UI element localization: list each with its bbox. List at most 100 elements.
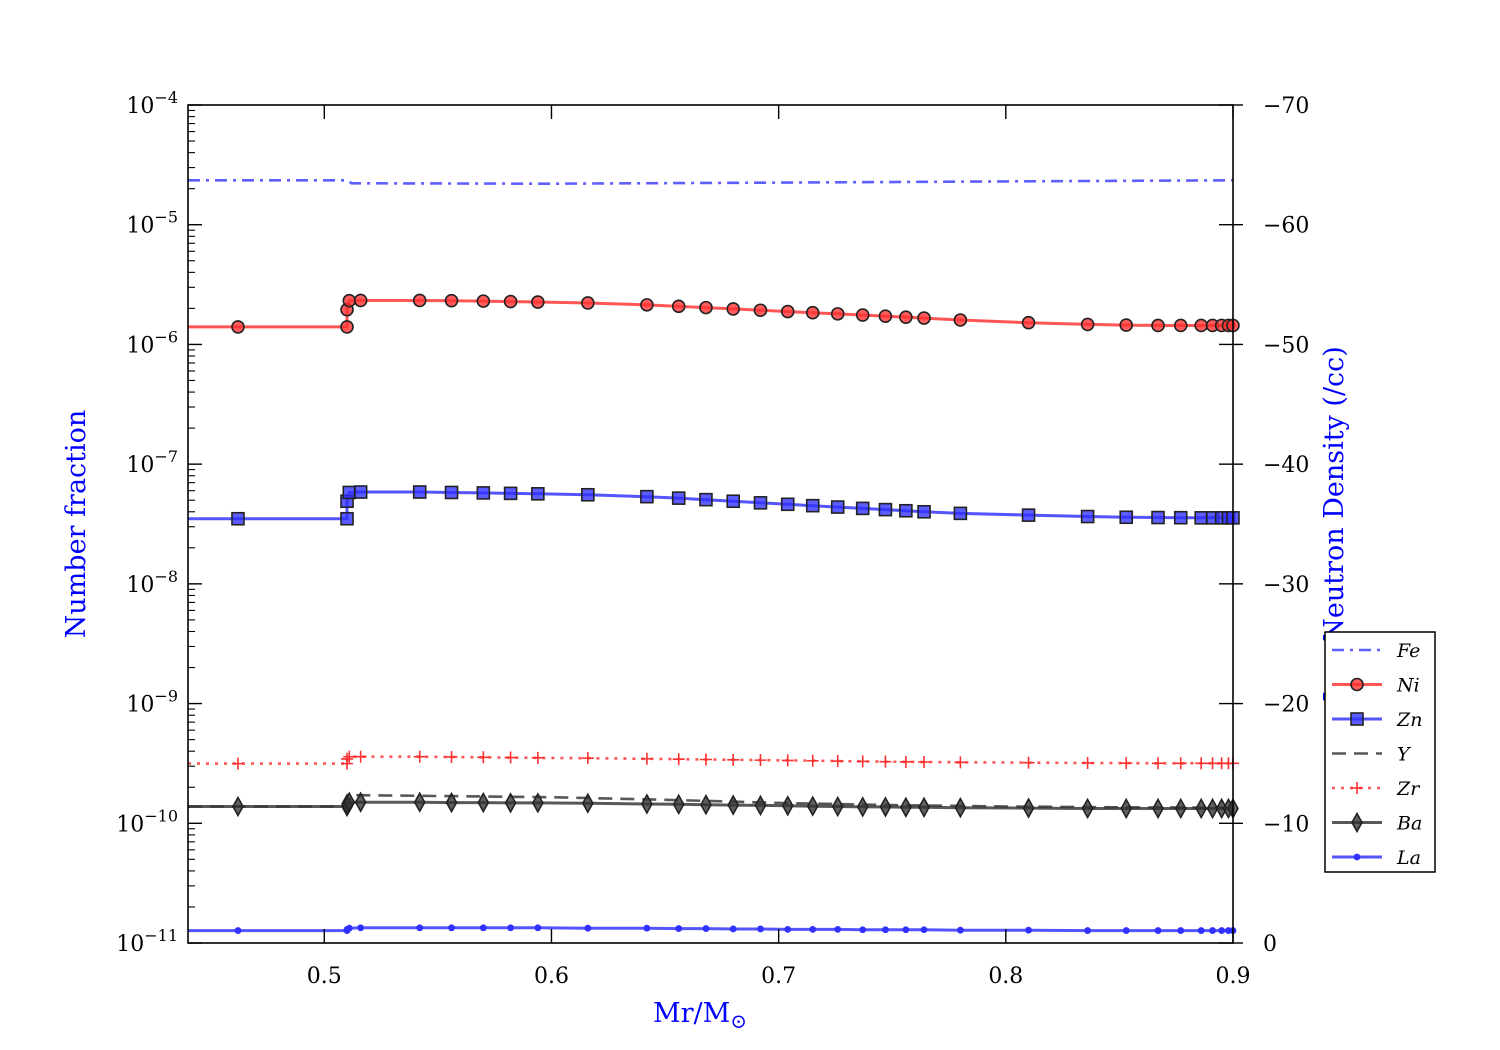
data-point-zn <box>805 498 820 513</box>
legend-label-zr: Zr <box>1396 778 1421 800</box>
data-point-ba <box>954 797 967 819</box>
data-point-zr <box>1174 757 1187 770</box>
data-point-zn <box>780 497 795 512</box>
data-point-zr <box>341 752 354 765</box>
y-left-tick-label: 10−10 <box>116 806 178 837</box>
series-fe <box>188 179 1234 186</box>
data-point-la <box>345 924 353 932</box>
y-right-tick-label: −50 <box>1263 333 1309 358</box>
data-point-zr <box>856 755 869 768</box>
data-point-legend-zr <box>1351 782 1363 794</box>
data-point-zr <box>1022 756 1035 769</box>
data-point-ni <box>1119 318 1134 332</box>
data-point-ba <box>1022 797 1035 819</box>
data-point-ni <box>640 298 654 312</box>
legend-label-zn: Zn <box>1396 709 1422 731</box>
data-point-la <box>1177 927 1185 934</box>
data-point-ba <box>781 795 794 817</box>
data-point-zn <box>899 503 913 518</box>
data-point-ni <box>671 299 686 314</box>
data-point-zn <box>878 502 893 517</box>
data-point-ba <box>1174 797 1187 820</box>
data-point-zn <box>830 500 845 514</box>
series-layer <box>188 179 1240 934</box>
x-tick-label: 0.9 <box>1216 964 1251 989</box>
data-point-la <box>1025 926 1032 934</box>
data-point-ni <box>503 294 518 309</box>
data-point-ba <box>899 796 912 818</box>
data-point-zr <box>1120 757 1133 770</box>
data-point-zr <box>831 755 844 768</box>
data-point-ni <box>855 308 870 322</box>
data-point-zr <box>413 750 426 763</box>
data-point-ni <box>231 320 245 334</box>
data-point-ba <box>504 792 517 814</box>
data-point-ba <box>445 791 458 814</box>
data-point-ni <box>581 296 595 310</box>
data-point-zn <box>1119 510 1134 525</box>
data-point-zn <box>953 506 968 521</box>
data-point-ni <box>953 313 968 327</box>
series-la <box>188 924 1237 934</box>
data-point-zn <box>671 491 686 505</box>
axes-layer: 0.5 0.6 0.7 0.8 0.9 10−11 10−10 10−9 10−8 10−7 10−… <box>116 88 1309 989</box>
data-point-la <box>357 924 365 932</box>
data-point-zn <box>1151 510 1165 525</box>
legend-label-ba: Ba <box>1396 813 1422 835</box>
y-left-tick-label: 10−7 <box>126 447 178 478</box>
data-point-zn <box>581 487 595 502</box>
y-right-tick-label: −40 <box>1263 453 1309 478</box>
data-point-la <box>757 925 764 933</box>
data-point-zr <box>640 752 653 765</box>
data-point-zr <box>1081 756 1094 769</box>
data-point-ni <box>830 307 845 321</box>
data-point-ni <box>899 310 913 324</box>
data-point-zr <box>504 751 517 764</box>
data-point-la <box>416 924 424 932</box>
data-point-ba <box>640 793 653 815</box>
data-point-la <box>859 926 867 934</box>
data-point-ba <box>232 795 244 818</box>
data-point-ni <box>412 293 427 308</box>
y-right-tick-label: 0 <box>1263 932 1277 957</box>
data-point-zr <box>354 750 367 763</box>
data-point-zr <box>581 752 594 765</box>
data-point-ba <box>754 794 767 817</box>
data-point-zn <box>1021 508 1036 522</box>
data-point-la <box>834 925 842 933</box>
y-left-tick-label: 10−5 <box>126 208 178 239</box>
x-tick-label: 0.5 <box>307 964 342 989</box>
data-point-la <box>729 925 737 933</box>
data-point-zn <box>917 504 931 519</box>
y-left-tick-label: 10−8 <box>126 567 178 598</box>
data-point-la <box>1122 927 1130 934</box>
x-tick-label: 0.8 <box>988 964 1023 989</box>
data-point-ba <box>856 796 869 818</box>
x-tick-label: 0.6 <box>534 964 569 989</box>
y-left-tick-label: 10−6 <box>126 327 178 358</box>
data-point-la <box>234 927 242 934</box>
data-point-zn <box>640 489 654 504</box>
data-point-ni <box>531 295 545 309</box>
data-point-ni <box>340 320 354 334</box>
data-point-la <box>448 924 455 932</box>
data-point-la <box>809 925 817 933</box>
data-point-zr <box>918 756 931 769</box>
data-point-zr <box>699 753 712 766</box>
data-point-zn <box>340 511 354 526</box>
data-point-la <box>1154 927 1162 934</box>
plot-frame <box>187 104 1234 944</box>
data-point-la <box>643 924 651 932</box>
legend-label-la: La <box>1396 847 1421 869</box>
series-line-fe <box>188 179 1234 186</box>
data-point-ba <box>531 792 544 814</box>
data-point-zr <box>899 755 912 768</box>
data-point-zn <box>353 485 368 499</box>
data-point-zn <box>412 485 427 499</box>
data-point-la <box>507 924 514 932</box>
legend-label-ni: Ni <box>1396 675 1420 697</box>
series-ba <box>188 791 1239 820</box>
data-point-zr <box>781 754 794 767</box>
data-point-ni <box>1151 318 1165 333</box>
data-point-zn <box>699 492 713 507</box>
